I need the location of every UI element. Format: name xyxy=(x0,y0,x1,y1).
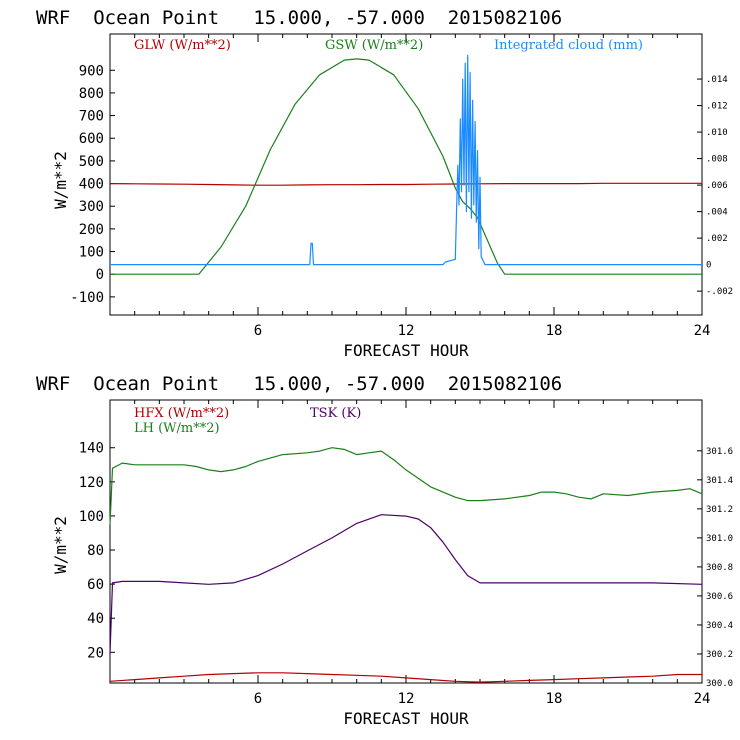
chart-2-series xyxy=(109,447,703,683)
series-line-lh xyxy=(109,447,703,525)
y2-tick-label: .008 xyxy=(706,155,728,165)
chart-1-x-label: FORECAST HOUR xyxy=(343,341,469,360)
y2-tick-label: 0 xyxy=(706,261,711,271)
y2-tick-label: -.002 xyxy=(706,287,733,297)
y-tick-label: 60 xyxy=(87,577,104,593)
y2-tick-label: 300.0 xyxy=(706,679,733,689)
chart-2: WRF Ocean Point 15.000, -57.000 20150821… xyxy=(36,373,733,728)
y-tick-label: 40 xyxy=(87,611,104,627)
chart-2-x-label: FORECAST HOUR xyxy=(343,709,469,728)
y2-tick-label: 300.4 xyxy=(706,621,733,631)
y-tick-label: 20 xyxy=(87,645,104,661)
y2-tick-label: .014 xyxy=(706,75,728,85)
chart-1-legend-glw: GLW (W/m**2) xyxy=(134,38,231,53)
x-tick-label: 18 xyxy=(546,323,563,339)
y2-tick-label: 301.0 xyxy=(706,534,733,544)
y2-tick-label: .010 xyxy=(706,128,728,138)
y2-tick-label: .006 xyxy=(706,181,728,191)
y2-tick-label: .012 xyxy=(706,102,728,112)
series-line-glw xyxy=(109,182,702,186)
series-line-hfx xyxy=(109,672,702,683)
series-line-gsw xyxy=(110,58,702,275)
chart-2-y2-ticks: 300.0 300.2 300.4 300.6 300.8 301.0 301.2 301.4… xyxy=(697,447,733,689)
chart-1-x-ticks: 6 12 18 24 xyxy=(134,34,711,339)
chart-1-legend-gsw: GSW (W/m**2) xyxy=(325,38,423,53)
chart-2-legend-tsk: TSK (K) xyxy=(310,406,361,421)
y-tick-label: 900 xyxy=(79,63,104,79)
series-line-integrated xyxy=(110,54,702,266)
chart-1-y-ticks: -100 0 100 200 300 400 500 600 700 800 900 xyxy=(70,63,115,306)
x-tick-label: 18 xyxy=(546,691,563,707)
y2-tick-label: .002 xyxy=(706,234,728,244)
y-tick-label: 400 xyxy=(79,177,104,193)
y2-tick-label: 301.6 xyxy=(706,447,733,457)
y-tick-label: -100 xyxy=(70,290,104,306)
y-tick-label: 700 xyxy=(79,109,104,125)
chart-2-legend-lh: LH (W/m**2) xyxy=(134,421,220,436)
chart-2-y-label: W/m**2 xyxy=(51,516,70,574)
y-tick-label: 140 xyxy=(79,441,104,457)
y2-tick-label: 301.4 xyxy=(706,476,733,486)
y-tick-label: 300 xyxy=(79,199,104,215)
x-tick-label: 24 xyxy=(694,323,711,339)
chart-1-y-label: W/m**2 xyxy=(51,151,70,209)
x-tick-label: 12 xyxy=(398,691,415,707)
y-tick-label: 200 xyxy=(79,222,104,238)
series-line-tsk xyxy=(109,514,703,655)
y-tick-label: 0 xyxy=(96,267,104,283)
y2-tick-label: 300.8 xyxy=(706,563,733,573)
x-tick-label: 6 xyxy=(254,323,262,339)
chart-2-x-ticks: 6 12 18 24 xyxy=(134,400,711,707)
y-tick-label: 800 xyxy=(79,86,104,102)
chart-1-title: WRF Ocean Point 15.000, -57.000 20150821… xyxy=(36,7,562,29)
chart-2-legend-hfx: HFX (W/m**2) xyxy=(134,406,229,421)
chart-1: WRF Ocean Point 15.000, -57.000 20150821… xyxy=(36,7,733,360)
chart-1-plot-frame xyxy=(109,33,703,316)
y2-tick-label: .004 xyxy=(706,208,728,218)
y2-tick-label: 300.6 xyxy=(706,592,733,602)
chart-2-y-ticks: 20 40 60 80 100 120 140 xyxy=(79,441,115,661)
y-tick-label: 600 xyxy=(79,131,104,147)
y-tick-label: 120 xyxy=(79,475,104,491)
x-tick-label: 6 xyxy=(254,691,262,707)
chart-1-legend-cloud: Integrated cloud (mm) xyxy=(494,38,643,53)
y-tick-label: 100 xyxy=(79,509,104,525)
y-tick-label: 80 xyxy=(87,543,104,559)
y-tick-label: 500 xyxy=(79,154,104,170)
chart-1-series xyxy=(109,54,702,275)
x-tick-label: 12 xyxy=(398,323,415,339)
chart-2-title: WRF Ocean Point 15.000, -57.000 20150821… xyxy=(36,373,562,395)
y-tick-label: 100 xyxy=(79,245,104,261)
chart-2-plot-frame xyxy=(109,399,703,684)
y2-tick-label: 301.2 xyxy=(706,505,733,515)
x-tick-label: 24 xyxy=(694,691,711,707)
y2-tick-label: 300.2 xyxy=(706,650,733,660)
